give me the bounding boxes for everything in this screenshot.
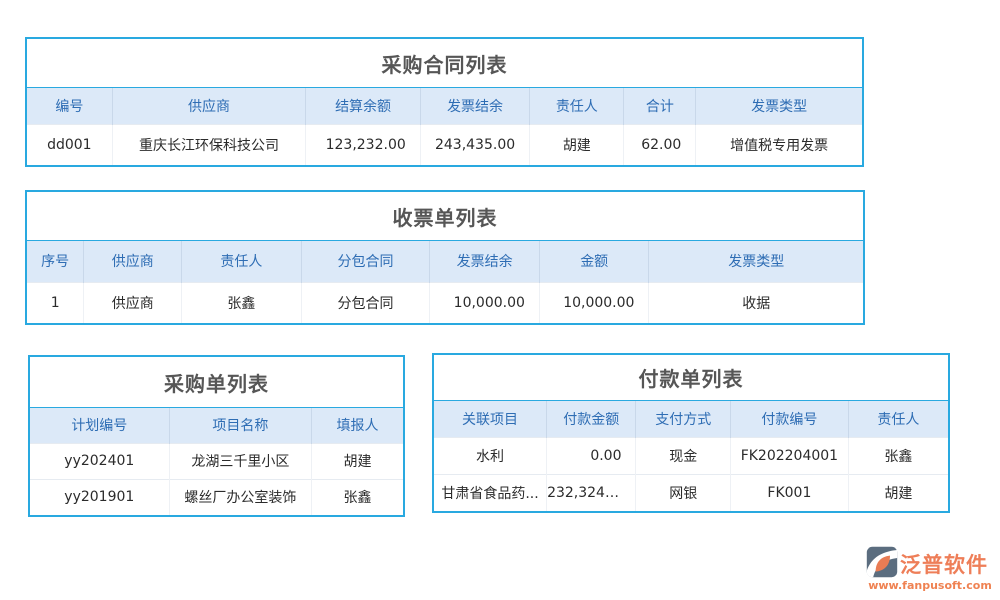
column-header: 供应商 [111,88,306,124]
column-header: 关联项目 [434,401,547,437]
purchase-order-table: 计划编号 项目名称 填报人 yy202401 龙湖三千里小区 胡建 yy2019… [30,408,403,515]
cell-invoice-balance: 243,435.00 [419,123,530,165]
column-header: 发票类型 [648,241,863,282]
table-row[interactable]: yy201901 螺丝厂办公室装饰 张鑫 [30,478,403,515]
cell-index: 1 [27,281,84,323]
cell-invoice-type: 增值税专用发票 [695,123,862,165]
cell-supplier: 重庆长江环保科技公司 [111,123,306,165]
column-header: 发票结余 [419,88,530,124]
receipt-table: 序号 供应商 责任人 分包合同 发票结余 金额 发票类型 1 供应商 张鑫 分包… [27,241,863,323]
cell-total: 62.00 [623,123,696,165]
cell-code: dd001 [27,123,113,165]
cell-reporter: 胡建 [311,442,403,479]
purchase-order-title: 采购单列表 [30,357,403,408]
purchase-order-table-card: 采购单列表 计划编号 项目名称 填报人 yy202401 龙湖三千里小区 胡建 [28,355,405,517]
cell-owner: 胡建 [847,473,948,511]
header-row: 编号 供应商 结算余额 发票结余 责任人 合计 发票类型 [27,88,862,124]
cell-pay-code: FK001 [730,473,849,511]
column-header: 支付方式 [635,401,731,437]
cell-project: 甘肃省食品药... [434,473,547,511]
column-header: 金额 [538,241,649,282]
column-header: 编号 [27,88,113,124]
column-header: 分包合同 [300,241,430,282]
cell-owner: 张鑫 [181,281,302,323]
cell-owner: 张鑫 [847,436,948,474]
purchase-contract-table: 编号 供应商 结算余额 发票结余 责任人 合计 发票类型 dd001 重庆长江环… [27,88,862,165]
cell-pay-method: 网银 [635,473,731,511]
table-row[interactable]: yy202401 龙湖三千里小区 胡建 [30,442,403,479]
logo-text: 泛普软件 [900,553,988,577]
column-header: 合计 [623,88,696,124]
column-header: 填报人 [311,408,403,443]
cell-project: 龙湖三千里小区 [168,442,312,479]
cell-amount: 10,000.00 [538,281,649,323]
column-header: 序号 [27,241,84,282]
column-header: 责任人 [181,241,302,282]
header-row: 计划编号 项目名称 填报人 [30,408,403,443]
table-row[interactable]: 1 供应商 张鑫 分包合同 10,000.00 10,000.00 收据 [27,281,863,323]
cell-plan-code: yy202401 [30,442,170,479]
column-header: 发票类型 [695,88,862,124]
payment-title: 付款单列表 [434,355,948,401]
cell-settle-balance: 123,232.00 [305,123,421,165]
header-row: 序号 供应商 责任人 分包合同 发票结余 金额 发票类型 [27,241,863,282]
cell-invoice-balance: 10,000.00 [429,281,540,323]
purchase-contract-table-card: 采购合同列表 编号 供应商 结算余额 发票结余 责任人 合计 发票类型 [25,37,864,167]
cell-pay-code: FK202204001 [730,436,849,474]
logo-url[interactable]: www.fanpusoft.com [868,579,992,592]
cell-supplier: 供应商 [83,281,182,323]
column-header: 责任人 [847,401,948,437]
table-row[interactable]: dd001 重庆长江环保科技公司 123,232.00 243,435.00 胡… [27,123,862,165]
fanpu-logo: 泛普软件 www.fanpusoft.com [866,546,994,592]
column-header: 结算余额 [305,88,421,124]
receipt-table-card: 收票单列表 序号 供应商 责任人 分包合同 发票结余 金额 发票类型 [25,190,865,325]
cell-project: 水利 [434,436,547,474]
payment-table: 关联项目 付款金额 支付方式 付款编号 责任人 水利 0.00 现金 FK202… [434,401,948,511]
column-header: 发票结余 [429,241,540,282]
column-header: 项目名称 [168,408,312,443]
cell-plan-code: yy201901 [30,478,170,515]
table-row[interactable]: 水利 0.00 现金 FK202204001 张鑫 [434,436,948,474]
column-header: 供应商 [83,241,182,282]
column-header: 付款金额 [546,401,636,437]
column-header: 付款编号 [730,401,849,437]
payment-table-card: 付款单列表 关联项目 付款金额 支付方式 付款编号 责任人 水利 0.00 [432,353,950,513]
column-header: 计划编号 [30,408,170,443]
cell-owner: 胡建 [529,123,624,165]
header-row: 关联项目 付款金额 支付方式 付款编号 责任人 [434,401,948,437]
cell-pay-amount: 232,324.00 [546,473,636,511]
cell-subcontract: 分包合同 [300,281,430,323]
table-row[interactable]: 甘肃省食品药... 232,324.00 网银 FK001 胡建 [434,473,948,511]
purchase-contract-title: 采购合同列表 [27,39,862,88]
fanpu-swirl-icon [866,546,898,582]
cell-pay-method: 现金 [635,436,731,474]
cell-pay-amount: 0.00 [546,436,636,474]
cell-reporter: 张鑫 [311,478,403,515]
cell-invoice-type: 收据 [648,281,863,323]
receipt-title: 收票单列表 [27,192,863,241]
column-header: 责任人 [529,88,624,124]
cell-project: 螺丝厂办公室装饰 [168,478,312,515]
